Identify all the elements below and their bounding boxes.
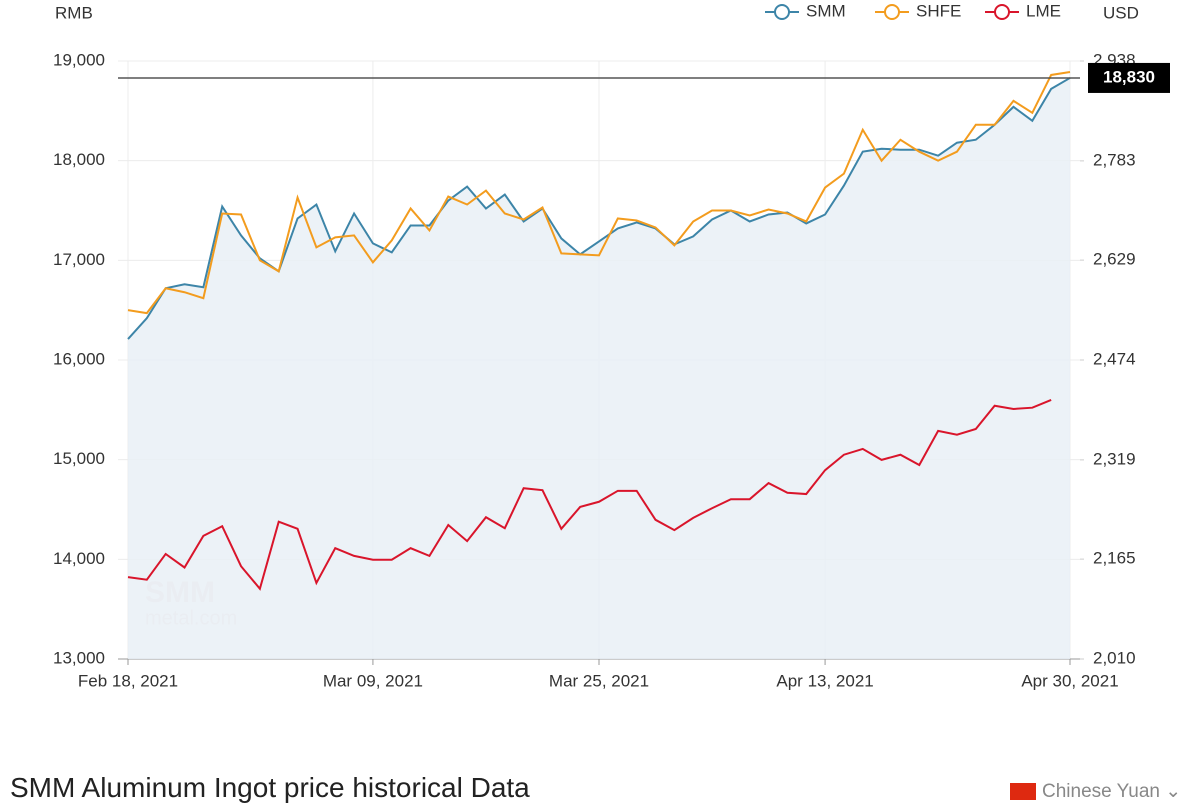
y-tick-label: 17,000 bbox=[53, 250, 105, 269]
section-title: SMM Aluminum Ingot price historical Data bbox=[10, 772, 530, 803]
y2-tick-label: 2,783 bbox=[1093, 150, 1136, 169]
legend-marker bbox=[884, 4, 900, 20]
flag bbox=[1010, 783, 1036, 801]
y2-tick-label: 2,165 bbox=[1093, 549, 1136, 568]
chart: RMB USD 13,000 14,000 15,000 16,000 17,000 18… bbox=[53, 1, 1170, 690]
currency-selector[interactable]: Chinese Yuan ⌄ bbox=[1010, 780, 1181, 803]
series-line bbox=[127, 399, 1052, 591]
legend-label: LME bbox=[1026, 1, 1061, 20]
x-tick-label: Mar 25, 2021 bbox=[549, 671, 649, 690]
x-tick-label: Mar 09, 2021 bbox=[323, 671, 423, 690]
y2-tick-label: 2,319 bbox=[1093, 449, 1136, 468]
y2-axis-label: USD bbox=[1103, 3, 1139, 22]
legend-label: SHFE bbox=[916, 1, 961, 20]
legend-marker bbox=[774, 4, 790, 20]
y2-tick-label: 2,474 bbox=[1093, 349, 1136, 368]
y-tick-label: 13,000 bbox=[53, 648, 105, 667]
series-line bbox=[127, 70, 1071, 315]
y2-tick-label: 2,629 bbox=[1093, 250, 1136, 269]
y2-tick-label: 2,010 bbox=[1093, 648, 1136, 667]
legend-marker bbox=[994, 4, 1010, 20]
y-tick-label: 16,000 bbox=[53, 349, 105, 368]
y-tick-label: 15,000 bbox=[53, 449, 105, 468]
legend-label: SMM bbox=[806, 1, 846, 20]
reference-label-bg bbox=[1088, 62, 1170, 93]
reference-label: 18,830 bbox=[1103, 67, 1155, 86]
x-tick-label: Apr 30, 2021 bbox=[1021, 671, 1118, 690]
y-tick-label: 14,000 bbox=[53, 549, 105, 568]
y-axis-label: RMB bbox=[55, 3, 93, 22]
area bbox=[128, 77, 1070, 659]
x-tick-label: Feb 18, 2021 bbox=[78, 671, 178, 690]
y-tick-label: 19,000 bbox=[53, 50, 105, 69]
y-tick-label: 18,000 bbox=[53, 150, 105, 169]
currency-label: Chinese Yuan bbox=[1042, 781, 1160, 802]
x-tick-label: Apr 13, 2021 bbox=[776, 671, 873, 690]
series-line bbox=[127, 77, 1071, 340]
